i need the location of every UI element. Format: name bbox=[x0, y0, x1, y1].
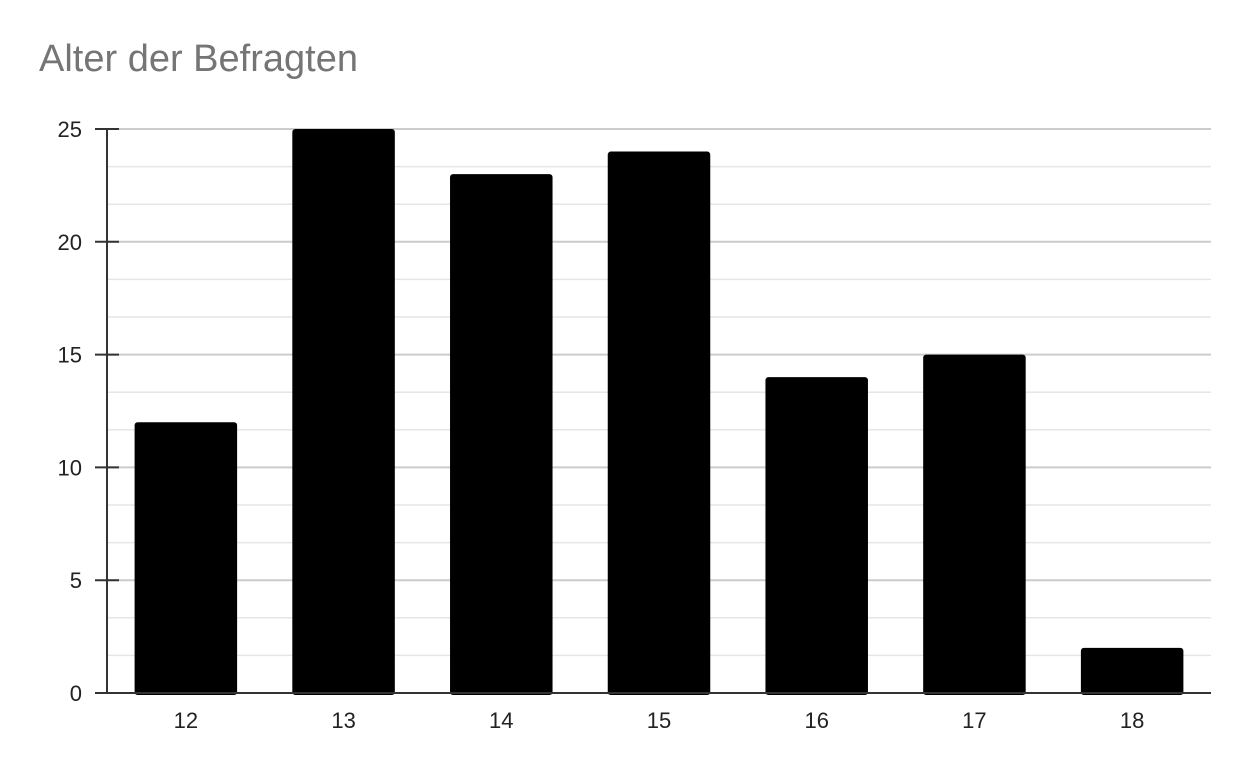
y-tick-label: 10 bbox=[58, 455, 82, 480]
y-tick-labels: 0 5 10 15 20 25 bbox=[58, 117, 82, 706]
y-tick-label: 25 bbox=[58, 117, 82, 142]
bar-12 bbox=[134, 422, 238, 695]
axes bbox=[95, 128, 1211, 694]
bar-14 bbox=[450, 174, 553, 695]
x-tick-label: 16 bbox=[804, 708, 828, 733]
bars bbox=[134, 129, 1184, 695]
x-tick-label: 13 bbox=[331, 708, 355, 733]
x-tick-label: 15 bbox=[647, 708, 671, 733]
bar-18 bbox=[1080, 647, 1184, 695]
bar-15 bbox=[607, 151, 711, 695]
bar-13 bbox=[292, 129, 395, 695]
y-tick-label: 15 bbox=[58, 343, 82, 368]
x-tick-label: 14 bbox=[489, 708, 513, 733]
x-tick-label: 12 bbox=[174, 708, 198, 733]
y-tick-label: 20 bbox=[58, 230, 82, 255]
chart-title: Alter der Befragten bbox=[39, 38, 358, 80]
x-tick-label: 18 bbox=[1120, 708, 1144, 733]
x-tick-labels: 12 13 14 15 16 17 18 bbox=[174, 708, 1145, 733]
bar-17 bbox=[923, 354, 1026, 695]
bar-16 bbox=[765, 377, 868, 695]
x-tick-label: 17 bbox=[962, 708, 986, 733]
y-tick-label: 0 bbox=[70, 681, 82, 706]
y-tick-label: 5 bbox=[70, 568, 82, 593]
